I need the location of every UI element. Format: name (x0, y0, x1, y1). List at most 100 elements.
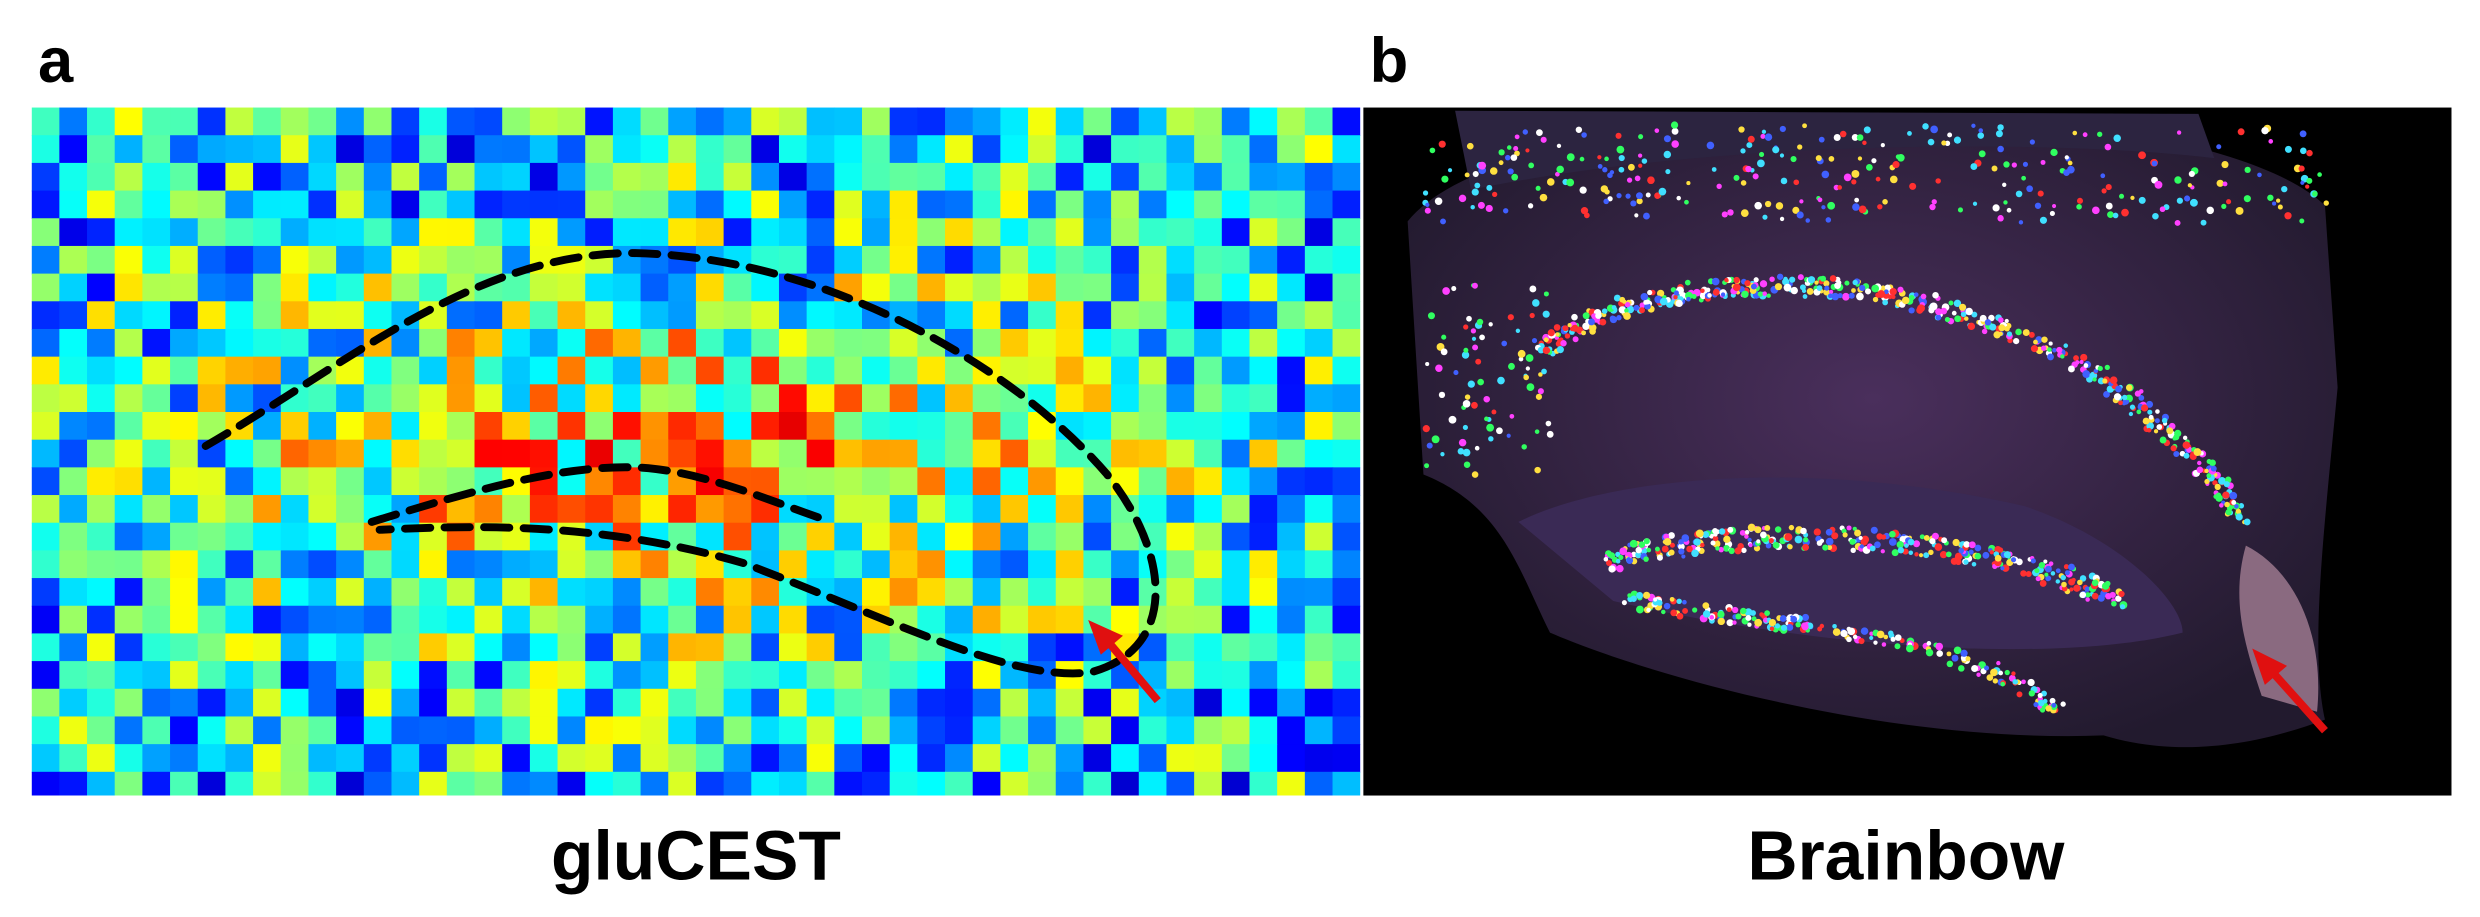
map-pixel (1028, 467, 1057, 496)
cell (2067, 365, 2075, 373)
cell (1846, 626, 1852, 632)
map-pixel (1138, 107, 1168, 137)
map-pixel (806, 661, 836, 690)
map-pixel (917, 550, 946, 579)
cell (2115, 595, 2122, 602)
cell (1929, 203, 1936, 211)
map-pixel (1277, 412, 1306, 441)
map-pixel (502, 550, 531, 579)
map-pixel (142, 107, 171, 137)
map-pixel (1083, 744, 1112, 773)
map-pixel (1028, 495, 1057, 524)
map-pixel (585, 495, 614, 524)
map-pixel (225, 107, 254, 137)
cell (1768, 618, 1777, 627)
cell (2174, 176, 2182, 184)
cell (1426, 442, 1433, 449)
cell (1673, 290, 1679, 296)
map-pixel (806, 162, 836, 192)
map-pixel (778, 633, 808, 662)
cell (1780, 177, 1788, 185)
map-pixel (1304, 633, 1334, 662)
map-pixel (1304, 218, 1334, 247)
map-pixel (1249, 688, 1278, 718)
map-pixel (446, 301, 476, 330)
map-pixel (1138, 495, 1168, 524)
map-pixel (1138, 744, 1168, 773)
cell (2030, 345, 2038, 353)
cell (1842, 292, 1850, 301)
map-pixel (1249, 495, 1278, 524)
map-pixel (170, 328, 199, 358)
map-pixel (59, 328, 88, 358)
cell (2082, 132, 2088, 138)
cell (1665, 168, 1671, 175)
map-pixel (474, 412, 503, 441)
cell (1634, 175, 1641, 182)
cell (2229, 491, 2238, 500)
map-pixel (170, 273, 199, 303)
map-pixel (723, 356, 753, 386)
cell (2016, 691, 2023, 698)
cell (1780, 624, 1788, 631)
map-pixel (612, 328, 642, 358)
map-pixel (695, 412, 725, 441)
map-pixel (1304, 495, 1334, 524)
cell (1636, 192, 1643, 200)
cell (2113, 134, 2121, 142)
map-pixel (862, 688, 891, 718)
map-pixel (280, 190, 310, 220)
cell (1581, 330, 1587, 336)
cell (2184, 195, 2191, 202)
map-pixel (1194, 605, 1223, 635)
map-pixel (640, 439, 670, 469)
cell (1785, 615, 1791, 622)
cell (1673, 294, 1678, 300)
map-pixel (1221, 467, 1251, 496)
cell (1760, 531, 1767, 539)
cell (1754, 526, 1762, 534)
cell (1935, 314, 1942, 321)
cell (2268, 139, 2274, 144)
cell (2121, 208, 2129, 217)
cell (1751, 616, 1757, 622)
map-pixel (557, 356, 587, 386)
map-pixel (862, 412, 891, 441)
map-pixel (1221, 162, 1251, 192)
map-pixel (612, 744, 642, 773)
map-pixel (253, 605, 282, 635)
map-pixel (1249, 716, 1278, 745)
map-pixel (1166, 135, 1195, 164)
map-pixel (1304, 245, 1334, 275)
cell (2176, 130, 2182, 135)
map-pixel (502, 328, 531, 358)
cell (1471, 401, 1478, 409)
map-pixel (363, 467, 393, 496)
cell (1536, 129, 1543, 136)
cell (1757, 159, 1765, 168)
map-pixel (723, 439, 753, 469)
map-pixel (751, 412, 780, 441)
cell (1537, 346, 1545, 354)
map-pixel (1055, 744, 1085, 773)
cell (1913, 292, 1919, 297)
map-pixel (695, 135, 725, 164)
map-pixel (1138, 467, 1168, 496)
cell (2002, 182, 2007, 187)
cell (1963, 559, 1969, 565)
map-pixel (889, 439, 919, 469)
map-pixel (945, 495, 974, 524)
cell (1715, 546, 1720, 551)
cell (1659, 297, 1668, 306)
map-pixel (253, 467, 282, 496)
map-pixel (142, 605, 171, 635)
cell (2134, 390, 2141, 397)
map-pixel (280, 328, 310, 358)
cell (2079, 575, 2087, 582)
cell (1992, 204, 2000, 212)
map-pixel (59, 771, 88, 796)
map-pixel (1138, 135, 1168, 164)
map-pixel (612, 467, 642, 496)
map-pixel (640, 328, 670, 358)
cell (1475, 358, 1482, 365)
